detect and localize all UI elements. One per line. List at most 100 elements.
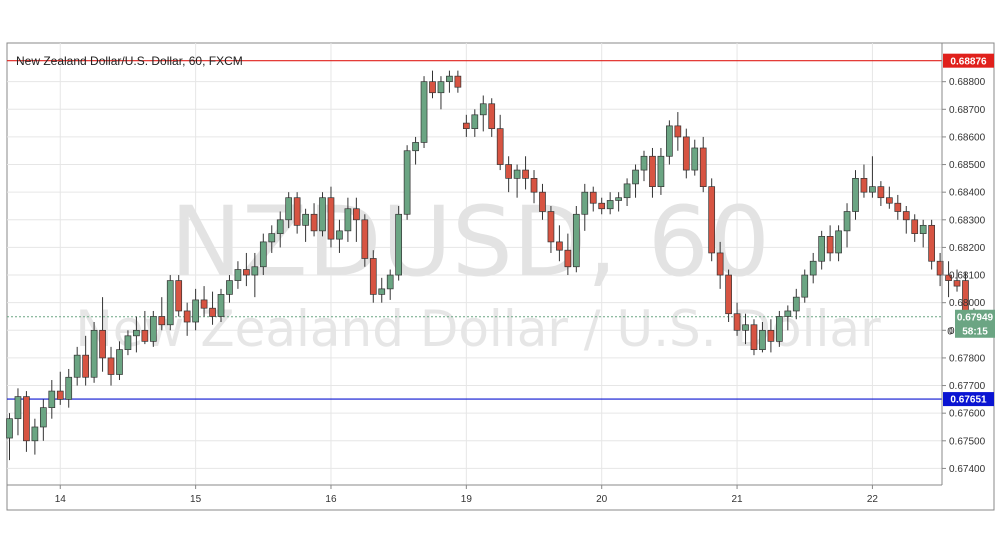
candle-body <box>437 81 445 94</box>
candle <box>776 310 783 347</box>
candle <box>6 413 13 461</box>
candle <box>133 316 140 353</box>
candle <box>699 136 707 193</box>
candle <box>784 305 792 331</box>
y-tick-label: 0.68400 <box>949 188 986 199</box>
candle <box>843 203 851 248</box>
y-tick-label: 0.68100 <box>949 271 986 282</box>
candle <box>750 319 758 356</box>
candle-body <box>56 390 64 400</box>
candle <box>708 178 716 262</box>
candle-body <box>902 211 910 221</box>
candle <box>285 192 293 229</box>
candle-body <box>826 236 834 254</box>
candle <box>742 313 749 345</box>
candle-body <box>14 396 22 420</box>
candle <box>243 252 250 287</box>
candle <box>23 391 30 452</box>
candle-body <box>699 147 707 188</box>
candle <box>302 208 309 242</box>
candle-body <box>852 178 859 212</box>
candle <box>885 186 893 209</box>
candle <box>572 205 580 273</box>
candle-body <box>454 75 462 88</box>
candle <box>581 183 589 231</box>
candle <box>200 286 208 317</box>
x-tick-label: 15 <box>190 494 202 505</box>
candle-body <box>39 407 47 428</box>
candle <box>158 297 166 331</box>
candle-body <box>133 329 140 337</box>
y-tick-label: 0.68600 <box>949 132 986 143</box>
candle <box>589 186 597 212</box>
candle-body <box>632 169 639 185</box>
candle-body <box>572 213 580 268</box>
candle <box>310 203 318 237</box>
candle-body <box>750 324 758 350</box>
candle-body <box>598 202 606 210</box>
candle-body <box>99 329 106 359</box>
candle <box>124 330 132 356</box>
candle-body <box>446 75 453 83</box>
candle-body <box>234 269 242 281</box>
candle-body <box>792 296 800 312</box>
y-tick-label: 0.68500 <box>949 160 986 171</box>
candle <box>556 225 563 262</box>
candle <box>319 192 326 237</box>
candle <box>505 156 512 193</box>
candle <box>530 170 538 204</box>
candle-body <box>429 81 436 94</box>
candle <box>894 194 902 220</box>
candle-body <box>919 224 927 234</box>
y-tick-label: 0.68000 <box>949 298 986 309</box>
candle <box>615 192 622 212</box>
candle-body <box>623 183 631 199</box>
candle-body <box>530 178 538 193</box>
candle <box>606 192 614 215</box>
candle-body <box>116 349 123 375</box>
candle <box>116 341 123 381</box>
candle-body <box>31 426 39 442</box>
y-tick-label: 0.67800 <box>949 353 986 364</box>
x-tick-label: 14 <box>55 494 67 505</box>
candle-body <box>547 211 555 243</box>
candle-body <box>784 310 792 317</box>
candle <box>395 205 403 281</box>
candle-body <box>149 316 157 342</box>
candle <box>149 310 157 347</box>
candle-body <box>361 219 369 259</box>
candle <box>767 319 775 353</box>
candle-body <box>462 122 470 129</box>
candle-body <box>742 324 749 331</box>
candle-body <box>860 178 868 193</box>
candle-body <box>107 357 115 375</box>
candle <box>386 269 394 300</box>
candle <box>276 211 284 248</box>
candle <box>65 368 73 408</box>
candle <box>666 120 673 165</box>
candle <box>259 233 267 276</box>
candle <box>175 275 183 317</box>
candle-body <box>327 197 335 240</box>
candle-body <box>386 274 394 290</box>
candle-body <box>378 288 386 295</box>
candle-body <box>73 354 81 378</box>
candle-body <box>200 299 208 309</box>
candle <box>716 241 724 289</box>
candle <box>437 76 445 110</box>
candle <box>801 269 809 303</box>
candle-body <box>885 197 893 204</box>
candle <box>640 150 648 182</box>
candle-body <box>953 280 961 287</box>
candle-body <box>818 236 826 262</box>
candle <box>82 335 89 386</box>
candle <box>869 156 876 198</box>
candle-body <box>166 280 174 326</box>
y-tick-label: 0.67400 <box>949 464 986 475</box>
candle-body <box>124 335 132 350</box>
y-tick-label: 0.67500 <box>949 436 986 447</box>
candle <box>818 230 826 270</box>
candle <box>945 261 952 298</box>
candle-body <box>522 169 529 179</box>
candle-body <box>674 125 682 138</box>
